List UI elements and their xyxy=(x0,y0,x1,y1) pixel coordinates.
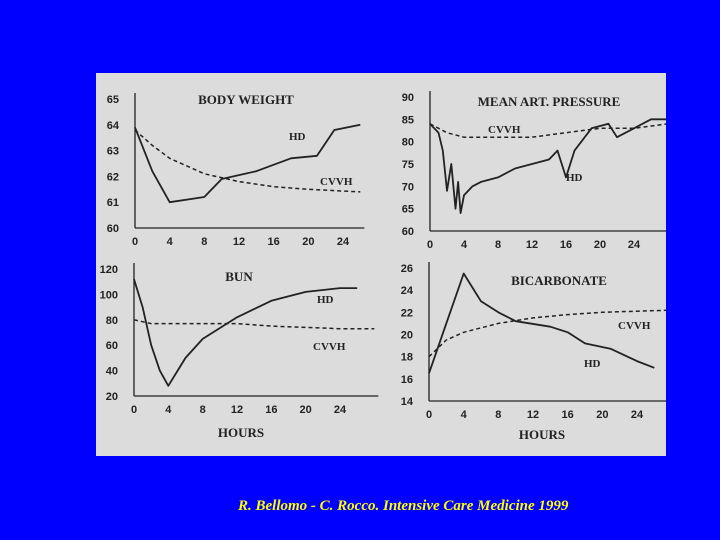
series-line-hd xyxy=(133,278,358,387)
chart-title: BUN xyxy=(225,269,253,284)
series-label-cvvh: CVVH xyxy=(320,176,353,188)
x-tick-label: 20 xyxy=(302,236,314,248)
x-tick-label: 0 xyxy=(426,409,432,421)
series-label-hd: HD xyxy=(584,358,601,370)
y-tick-label: 60 xyxy=(402,226,414,238)
chart-panel-1: 60 61 62 63 64 65 0 4 8 12 16 20 24 BODY WEIGHT HD CVVH xyxy=(107,92,365,248)
x-tick-label: 12 xyxy=(233,236,245,248)
series-label-cvvh: CVVH xyxy=(488,124,521,136)
y-tick-label: 85 xyxy=(402,114,414,126)
x-tick-label: 20 xyxy=(594,239,606,251)
x-tick-label: 8 xyxy=(200,404,206,416)
x-tick-label: 4 xyxy=(461,409,468,421)
x-tick-label: 24 xyxy=(337,236,350,248)
chart-figure: 60 61 62 63 64 65 0 4 8 12 16 20 24 BODY WEIGHT HD CVVH… xyxy=(96,73,666,456)
chart-panel-2: 60 65 70 75 80 85 90 0 4 8 12 16 20 24 MEAN ART. PRESS… xyxy=(402,91,666,251)
y-tick-label: 18 xyxy=(401,352,413,364)
chart-title: BICARBONATE xyxy=(511,273,607,288)
x-tick-label: 12 xyxy=(526,239,538,251)
y-tick-label: 60 xyxy=(106,340,118,352)
x-tick-label: 8 xyxy=(495,239,501,251)
x-tick-label: 24 xyxy=(628,239,641,251)
y-tick-label: 40 xyxy=(106,366,118,378)
y-tick-label: 80 xyxy=(402,137,414,149)
x-tick-label: 8 xyxy=(495,409,501,421)
y-tick-label: 100 xyxy=(100,289,118,301)
x-tick-label: 12 xyxy=(527,409,539,421)
x-tick-label: 0 xyxy=(427,239,433,251)
series-line-cvvh xyxy=(133,319,375,330)
y-tick-label: 63 xyxy=(107,146,119,158)
y-tick-label: 70 xyxy=(402,181,414,193)
y-tick-label: 65 xyxy=(402,204,414,216)
series-label-hd: HD xyxy=(317,294,334,306)
chart-title: BODY WEIGHT xyxy=(198,92,294,107)
series-line-cvvh xyxy=(134,129,361,193)
x-tick-label: 16 xyxy=(265,404,277,416)
series-label-cvvh: CVVH xyxy=(618,320,651,332)
y-tick-label: 75 xyxy=(402,159,414,171)
chart-svg: 60 61 62 63 64 65 0 4 8 12 16 20 24 BODY WEIGHT HD CVVH… xyxy=(100,91,666,442)
y-tick-label: 64 xyxy=(107,120,120,132)
y-tick-label: 22 xyxy=(401,307,413,319)
series-label-hd: HD xyxy=(289,131,306,143)
x-tick-label: 16 xyxy=(560,239,572,251)
series-line-cvvh xyxy=(429,123,666,138)
y-tick-label: 90 xyxy=(402,92,414,104)
series-label-hd: HD xyxy=(566,172,583,184)
series-label-cvvh: CVVH xyxy=(313,341,346,353)
x-tick-label: 16 xyxy=(562,409,574,421)
citation-text: R. Bellomo - C. Rocco. Intensive Care Me… xyxy=(238,498,569,514)
y-tick-label: 16 xyxy=(401,374,413,386)
series-line-hd xyxy=(134,123,361,204)
y-tick-label: 60 xyxy=(107,223,119,235)
x-tick-label: 16 xyxy=(268,236,280,248)
x-tick-label: 4 xyxy=(165,404,172,416)
chart-panel-4: 14 16 18 20 22 24 26 0 4 8 12 16 20 24 BICARBONATE HOUR… xyxy=(401,262,666,442)
y-tick-label: 120 xyxy=(100,264,118,276)
y-tick-label: 20 xyxy=(106,391,118,403)
x-tick-label: 12 xyxy=(231,404,243,416)
y-tick-label: 61 xyxy=(107,197,119,209)
series-line-hd xyxy=(428,272,655,374)
y-tick-label: 24 xyxy=(401,285,414,297)
x-tick-label: 0 xyxy=(132,236,138,248)
x-tick-label: 24 xyxy=(631,409,644,421)
x-tick-label: 4 xyxy=(167,236,174,248)
y-tick-label: 26 xyxy=(401,263,413,275)
x-axis-label: HOURS xyxy=(519,427,565,442)
chart-title: MEAN ART. PRESSURE xyxy=(478,94,621,109)
y-tick-label: 65 xyxy=(107,94,119,106)
x-tick-label: 8 xyxy=(201,236,207,248)
y-tick-label: 80 xyxy=(106,315,118,327)
x-axis-label: HOURS xyxy=(218,425,264,440)
chart-panel-3: 20 40 60 80 100 120 0 4 8 12 16 20 24 BUN HOURS HD CVVH xyxy=(100,263,379,440)
x-tick-label: 24 xyxy=(334,404,347,416)
y-tick-label: 20 xyxy=(401,330,413,342)
series-line-cvvh xyxy=(428,309,666,358)
x-tick-label: 20 xyxy=(300,404,312,416)
x-tick-label: 4 xyxy=(461,239,468,251)
y-tick-label: 14 xyxy=(401,396,414,408)
x-tick-label: 0 xyxy=(131,404,137,416)
x-tick-label: 20 xyxy=(596,409,608,421)
y-tick-label: 62 xyxy=(107,171,119,183)
series-line-hd xyxy=(429,118,666,214)
